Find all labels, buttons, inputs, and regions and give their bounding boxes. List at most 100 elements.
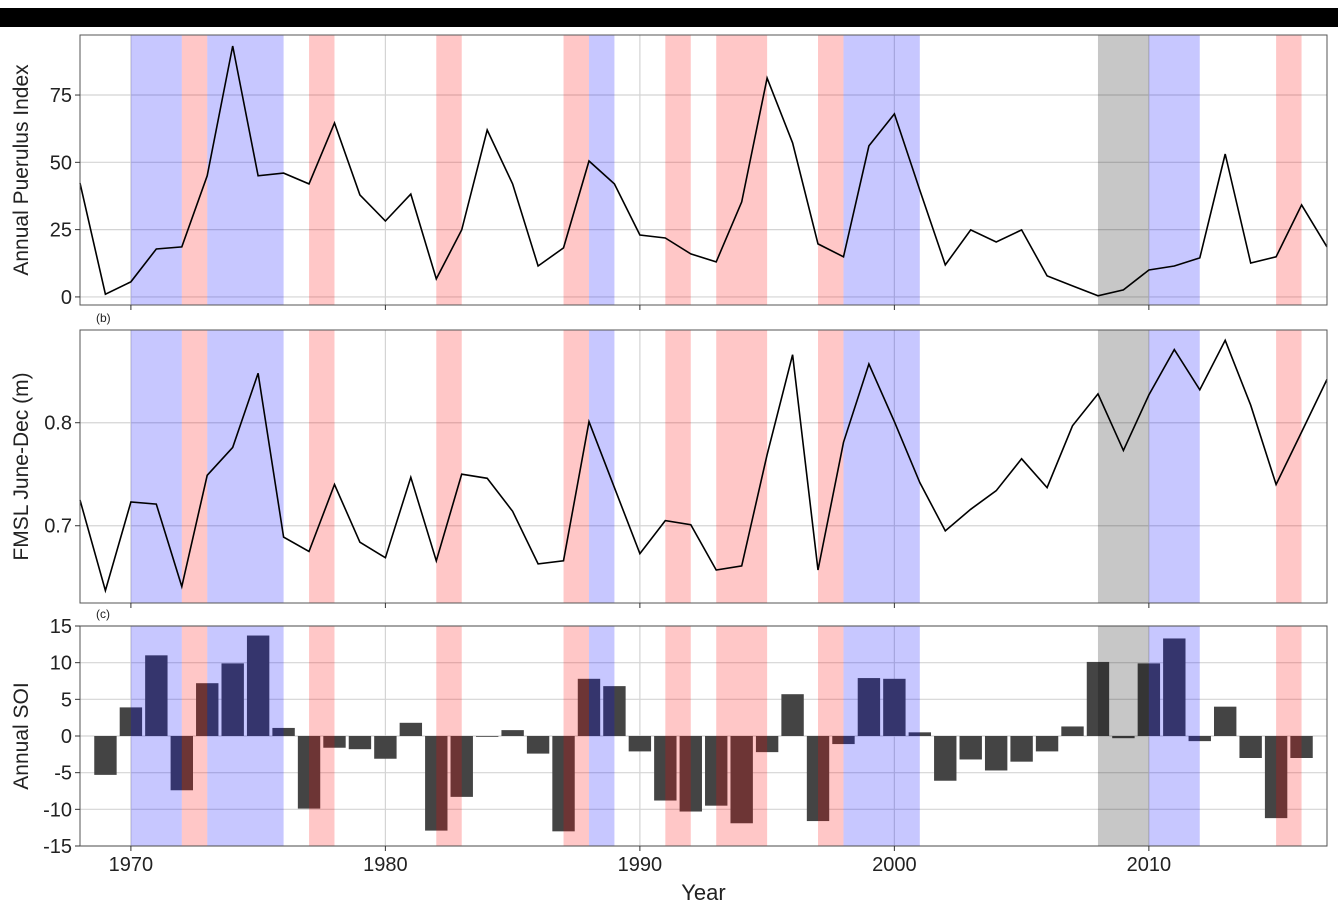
bar bbox=[272, 727, 295, 736]
data-line bbox=[79, 45, 1328, 297]
shaded-period bbox=[436, 626, 462, 846]
bar bbox=[475, 736, 499, 737]
bar bbox=[1086, 661, 1110, 736]
bar bbox=[806, 736, 830, 822]
y-tick-label: 25 bbox=[50, 220, 72, 242]
shaded-period bbox=[843, 330, 920, 603]
shaded-period bbox=[207, 35, 284, 305]
shaded-period bbox=[309, 35, 335, 305]
x-tick-label: 1970 bbox=[109, 854, 154, 876]
shaded-period bbox=[1148, 626, 1200, 846]
bar bbox=[730, 736, 753, 824]
shaded-period bbox=[309, 330, 335, 603]
panel-label: (b) bbox=[96, 311, 111, 325]
bar bbox=[959, 736, 982, 760]
shaded-period bbox=[1148, 330, 1200, 603]
shaded-period bbox=[181, 330, 208, 603]
bar bbox=[145, 655, 168, 736]
bar bbox=[984, 736, 1008, 771]
shaded-period bbox=[818, 626, 844, 846]
x-tick-label: 1980 bbox=[363, 854, 408, 876]
x-tick-label: 2010 bbox=[1127, 854, 1172, 876]
bar bbox=[781, 694, 804, 736]
bar bbox=[628, 736, 652, 752]
shaded-period bbox=[436, 330, 462, 603]
panel-background bbox=[80, 35, 1327, 305]
bar bbox=[399, 722, 423, 736]
shaded-period bbox=[1276, 35, 1302, 305]
y-axis-label: Annual SOI bbox=[10, 682, 33, 789]
y-tick-label: 0.7 bbox=[44, 516, 72, 538]
bar bbox=[221, 663, 244, 736]
bar bbox=[1264, 736, 1288, 819]
shaded-period bbox=[1097, 330, 1149, 603]
shaded-period bbox=[207, 626, 284, 846]
shaded-period bbox=[181, 35, 208, 305]
shaded-period bbox=[1097, 35, 1149, 305]
shaded-period bbox=[1276, 330, 1302, 603]
bar bbox=[119, 707, 143, 736]
bar bbox=[857, 678, 881, 736]
y-tick-label: -15 bbox=[43, 836, 72, 858]
x-axis-label: Year bbox=[681, 880, 725, 905]
shaded-period bbox=[130, 626, 182, 846]
shaded-period bbox=[588, 626, 615, 846]
bar bbox=[1010, 736, 1033, 762]
bar bbox=[374, 736, 397, 759]
shaded-period bbox=[207, 330, 284, 603]
bar bbox=[94, 736, 117, 775]
bar bbox=[170, 736, 193, 791]
shaded-period bbox=[843, 626, 920, 846]
y-axis-label: FMSL June-Dec (m) bbox=[10, 372, 33, 560]
bar bbox=[526, 736, 550, 754]
y-tick-label: 10 bbox=[50, 653, 72, 675]
top-bar bbox=[0, 8, 1338, 27]
shaded-period bbox=[309, 626, 335, 846]
data-line bbox=[79, 338, 1328, 594]
x-tick-label: 1990 bbox=[618, 854, 663, 876]
shaded-period bbox=[588, 330, 615, 603]
shaded-period bbox=[818, 330, 844, 603]
bar bbox=[246, 635, 270, 736]
bar bbox=[196, 683, 219, 736]
panel-label: (c) bbox=[96, 607, 110, 621]
bar bbox=[1163, 638, 1186, 736]
bar bbox=[755, 736, 779, 753]
shaded-period bbox=[716, 35, 768, 305]
y-tick-label: 15 bbox=[50, 616, 72, 638]
bar bbox=[1112, 736, 1135, 739]
bar bbox=[1290, 736, 1313, 758]
bar bbox=[552, 736, 575, 832]
panel-border bbox=[79, 34, 1328, 306]
bar bbox=[425, 736, 448, 831]
bar bbox=[654, 736, 677, 801]
shaded-period bbox=[436, 35, 462, 305]
bar bbox=[1214, 706, 1237, 736]
shaded-period bbox=[563, 626, 589, 846]
bar bbox=[603, 686, 626, 736]
shaded-period bbox=[665, 626, 691, 846]
bar bbox=[934, 736, 957, 781]
shaded-period bbox=[563, 330, 589, 603]
bar bbox=[1061, 726, 1084, 736]
shaded-period bbox=[665, 330, 691, 603]
y-tick-label: -10 bbox=[43, 799, 72, 821]
x-tick-label: 2000 bbox=[872, 854, 917, 876]
shaded-period bbox=[563, 35, 589, 305]
shaded-period bbox=[130, 35, 182, 305]
y-tick-label: 50 bbox=[50, 152, 72, 174]
bar bbox=[450, 736, 473, 797]
bar bbox=[1035, 736, 1059, 752]
shaded-period bbox=[665, 35, 691, 305]
bar bbox=[1188, 736, 1211, 742]
bar bbox=[1239, 736, 1262, 758]
y-tick-label: 0.8 bbox=[44, 413, 72, 435]
bar bbox=[1137, 663, 1161, 736]
panel-background bbox=[80, 330, 1327, 603]
bar bbox=[577, 678, 601, 736]
y-tick-label: 75 bbox=[50, 85, 72, 107]
y-tick-label: 0 bbox=[61, 287, 72, 309]
bar bbox=[832, 736, 855, 745]
bar bbox=[679, 736, 702, 812]
